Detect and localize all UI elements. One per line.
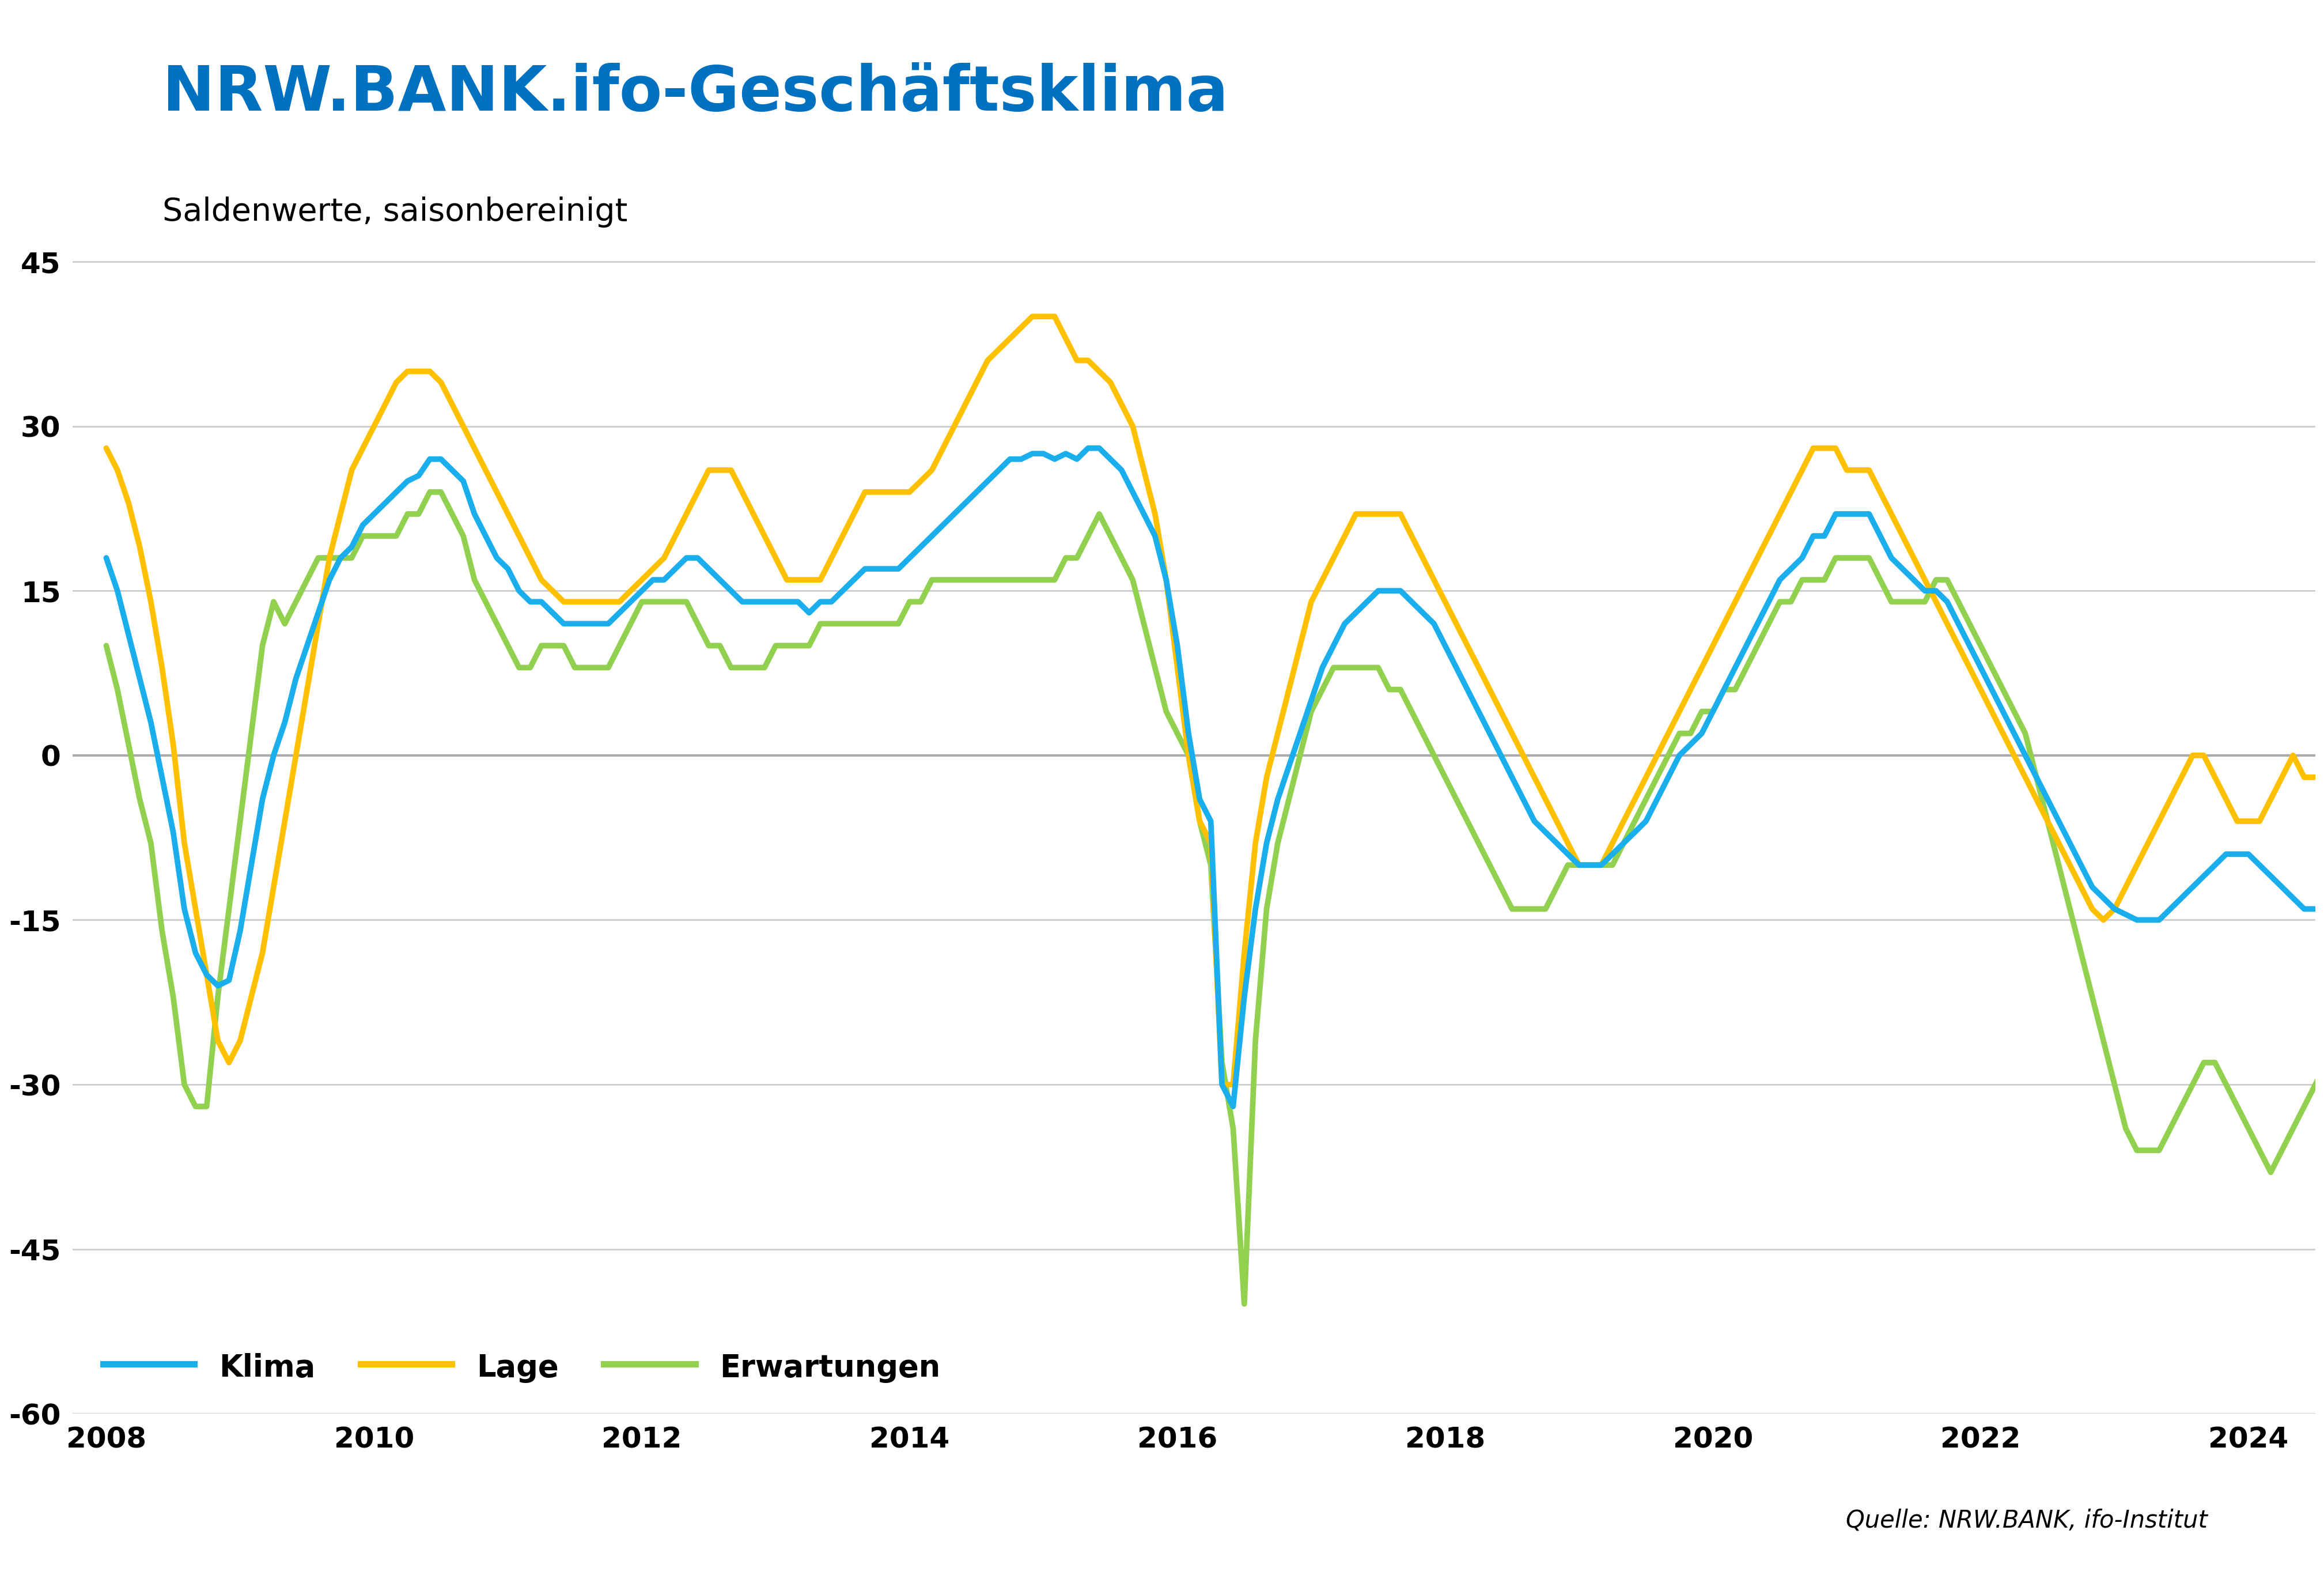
Erwartungen [1229,1294,1257,1313]
Legend: Klima, Lage, Erwartungen: Klima, Lage, Erwartungen [88,1336,955,1399]
Klima [1074,439,1102,457]
Line: Klima: Klima [107,448,2324,1107]
Klima [1499,767,1527,786]
Lage [93,439,121,457]
Line: Lage: Lage [107,316,2324,1085]
Lage [1018,307,1046,325]
Lage [1476,681,1504,700]
Line: Erwartungen: Erwartungen [107,492,2324,1303]
Erwartungen [93,637,121,656]
Text: Quelle: NRW.BANK, ifo-Institut: Quelle: NRW.BANK, ifo-Institut [1845,1509,2208,1533]
Klima [627,582,655,601]
Lage [695,461,723,479]
Erwartungen [639,593,667,612]
Text: NRW.BANK.ifo-Geschäftsklima: NRW.BANK.ifo-Geschäftsklima [163,63,1229,124]
Klima [695,560,723,578]
Lage [1208,1075,1236,1094]
Erwartungen [416,483,444,501]
Klima [2145,910,2173,929]
Klima [93,549,121,567]
Lage [627,571,655,590]
Erwartungen [706,637,734,656]
Text: Saldenwerte, saisonbereinigt: Saldenwerte, saisonbereinigt [163,197,627,228]
Lage [2145,811,2173,830]
Klima [1954,637,1982,656]
Klima [1476,725,1504,744]
Erwartungen [1476,855,1504,874]
Erwartungen [1954,615,1982,634]
Klima [1220,1097,1248,1116]
Erwartungen [1499,899,1527,918]
Erwartungen [2145,1141,2173,1160]
Lage [1954,659,1982,678]
Lage [1499,725,1527,744]
